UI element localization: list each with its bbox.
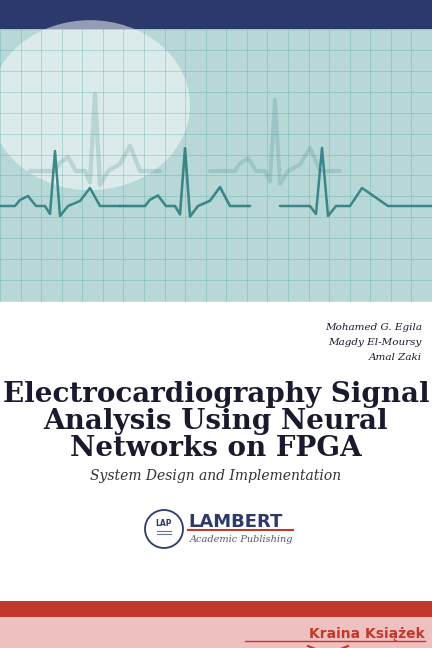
Bar <box>0 601 432 617</box>
Text: System Design and Implementation: System Design and Implementation <box>90 469 342 483</box>
Bar <box>0 29 432 301</box>
Bar <box>0 0 432 29</box>
Text: LAMBERT: LAMBERT <box>188 513 283 531</box>
Text: LAP: LAP <box>156 520 172 529</box>
Ellipse shape <box>0 20 190 190</box>
Bar <box>0 617 432 648</box>
Text: Analysis Using Neural: Analysis Using Neural <box>44 408 388 435</box>
Text: Academic Publishing: Academic Publishing <box>190 535 293 544</box>
Text: Magdy El-Moursy: Magdy El-Moursy <box>329 338 422 347</box>
Text: Electrocardiography Signal: Electrocardiography Signal <box>3 381 429 408</box>
Text: Mohamed G. Egila: Mohamed G. Egila <box>325 323 422 332</box>
Text: Networks on FPGA: Networks on FPGA <box>70 435 362 462</box>
Bar <box>0 301 432 601</box>
Text: Amal Zaki: Amal Zaki <box>369 353 422 362</box>
Text: Kraina Książek: Kraina Książek <box>309 627 425 641</box>
